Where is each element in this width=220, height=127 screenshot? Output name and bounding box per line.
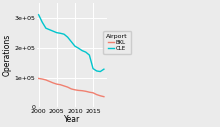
- BKL: [88, 91, 91, 93]
- BKL: [84, 91, 87, 92]
- Legend: BKL, CLE: BKL, CLE: [103, 31, 131, 54]
- CLE: [73, 45, 76, 47]
- CLE: [55, 32, 58, 33]
- BKL: [52, 82, 55, 84]
- CLE: [37, 14, 40, 15]
- BKL: [45, 79, 47, 81]
- BKL: [73, 89, 76, 91]
- Line: BKL: BKL: [39, 78, 104, 97]
- CLE: [59, 33, 62, 34]
- Line: CLE: CLE: [39, 15, 104, 72]
- BKL: [59, 84, 62, 85]
- CLE: [88, 54, 91, 56]
- BKL: [66, 86, 69, 88]
- BKL: [103, 96, 105, 97]
- CLE: [77, 47, 80, 49]
- CLE: [63, 33, 65, 35]
- CLE: [66, 36, 69, 38]
- CLE: [81, 50, 83, 51]
- CLE: [70, 41, 73, 42]
- CLE: [48, 29, 51, 30]
- CLE: [99, 71, 102, 72]
- CLE: [52, 30, 55, 32]
- CLE: [84, 51, 87, 53]
- BKL: [55, 83, 58, 85]
- BKL: [70, 88, 73, 90]
- BKL: [77, 90, 80, 91]
- BKL: [99, 95, 102, 97]
- CLE: [45, 27, 47, 29]
- CLE: [41, 21, 44, 23]
- BKL: [41, 78, 44, 80]
- CLE: [103, 68, 105, 70]
- X-axis label: Year: Year: [64, 115, 80, 124]
- BKL: [81, 90, 83, 91]
- BKL: [37, 78, 40, 79]
- CLE: [92, 68, 94, 69]
- BKL: [95, 94, 98, 95]
- BKL: [92, 92, 94, 94]
- BKL: [63, 85, 65, 87]
- Y-axis label: Operations: Operations: [3, 34, 12, 76]
- CLE: [95, 70, 98, 72]
- BKL: [48, 81, 51, 82]
